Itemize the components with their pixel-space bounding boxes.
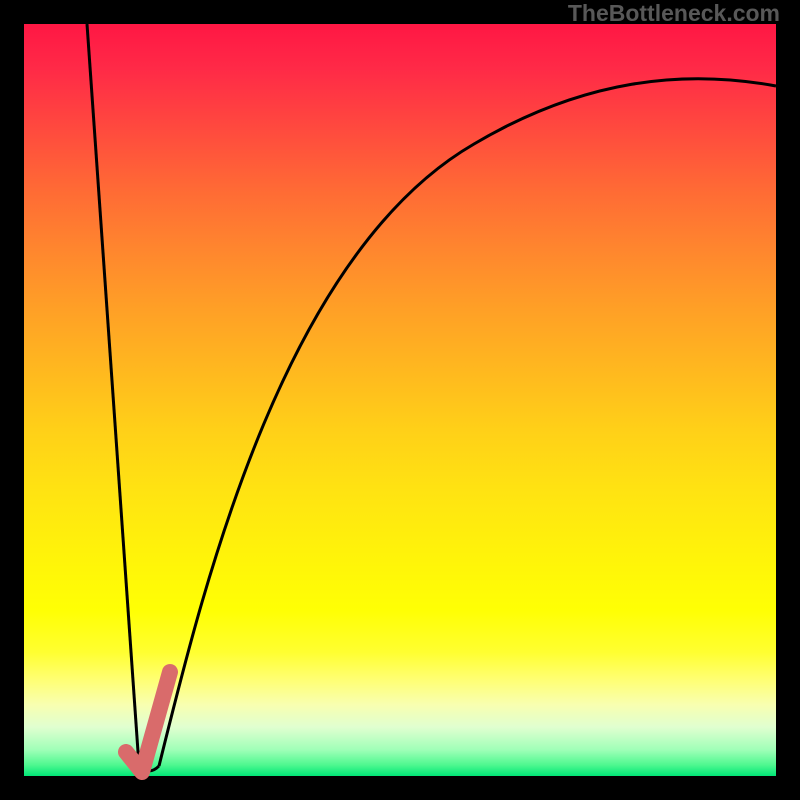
plot-area-gradient (24, 24, 776, 776)
chart-container: TheBottleneck.com (0, 0, 800, 800)
chart-svg (0, 0, 800, 800)
watermark-text: TheBottleneck.com (568, 0, 780, 27)
